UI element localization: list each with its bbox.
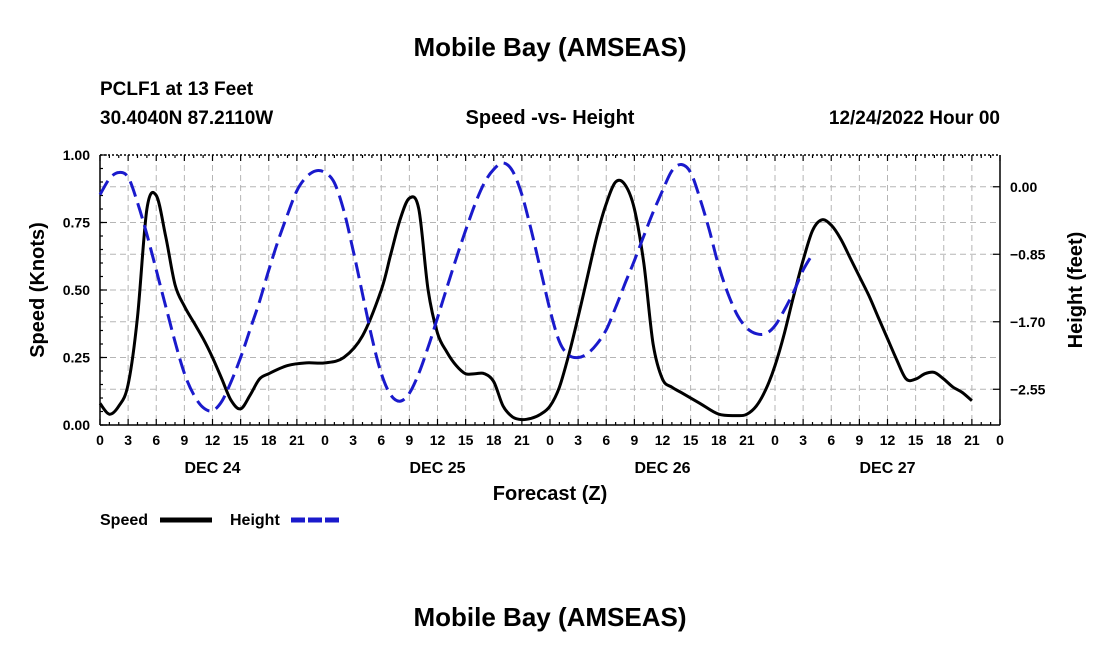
x-tick-label: 15	[908, 432, 924, 448]
x-axis-label: Forecast (Z)	[493, 483, 607, 505]
series	[98, 161, 973, 422]
y-tick-label: 1.00	[63, 147, 90, 163]
x-tick-label: 15	[458, 432, 474, 448]
y2-tick-label: 0.00	[1010, 179, 1037, 195]
x-tick-label: 21	[514, 432, 530, 448]
y-tick-label: 0.75	[63, 215, 90, 231]
station-coords: 30.4040N 87.2110W	[100, 108, 273, 129]
x-tick-label: 9	[180, 432, 188, 448]
date-label: DEC 26	[634, 460, 690, 477]
x-tick-label: 0	[96, 432, 104, 448]
date-label: DEC 27	[859, 460, 915, 477]
x-tick-label: 9	[630, 432, 638, 448]
x-tick-label: 6	[152, 432, 160, 448]
x-tick-label: 6	[377, 432, 385, 448]
x-tick-label: 6	[602, 432, 610, 448]
y2-tick-label: −1.70	[1010, 314, 1046, 330]
x-tick-label: 0	[321, 432, 329, 448]
legend-speed-label: Speed	[100, 512, 148, 529]
x-tick-label: 21	[964, 432, 980, 448]
x-tick-label: 21	[739, 432, 755, 448]
forecast-date: 12/24/2022 Hour 00	[829, 108, 1000, 129]
x-tick-label: 3	[574, 432, 582, 448]
chart-subtitle: Speed -vs- Height	[466, 107, 635, 129]
y-axis-label: Speed (Knots)	[27, 222, 49, 358]
x-tick-label: 15	[233, 432, 249, 448]
x-tick-label: 9	[405, 432, 413, 448]
y2-axis-label: Height (feet)	[1065, 232, 1087, 349]
legend: Speed Height	[100, 512, 342, 529]
page-title: Mobile Bay (AMSEAS)	[413, 32, 686, 62]
station-label: PCLF1 at 13 Feet	[100, 79, 254, 100]
footer-title: Mobile Bay (AMSEAS)	[413, 602, 686, 632]
x-tick-label: 18	[261, 432, 277, 448]
x-tick-label: 6	[827, 432, 835, 448]
x-tick-label: 18	[936, 432, 952, 448]
x-tick-label: 18	[711, 432, 727, 448]
x-tick-label: 0	[771, 432, 779, 448]
y2-tick-label: −2.55	[1010, 381, 1046, 397]
x-tick-label: 3	[124, 432, 132, 448]
x-tick-label: 15	[683, 432, 699, 448]
date-label: DEC 25	[409, 460, 465, 477]
legend-height-label: Height	[230, 512, 280, 529]
y-tick-label: 0.50	[63, 282, 90, 298]
x-tick-label: 21	[289, 432, 305, 448]
x-tick-label: 0	[546, 432, 554, 448]
x-tick-label: 9	[855, 432, 863, 448]
height-series-line	[98, 161, 814, 413]
x-tick-label: 3	[799, 432, 807, 448]
x-tick-label: 0	[996, 432, 1004, 448]
x-tick-label: 3	[349, 432, 357, 448]
x-tick-label: 12	[205, 432, 221, 448]
x-tick-label: 12	[430, 432, 446, 448]
speed-series-line	[98, 178, 973, 422]
axes	[99, 154, 1001, 426]
date-label: DEC 24	[184, 460, 240, 477]
y2-tick-label: −0.85	[1010, 246, 1046, 262]
x-tick-label: 12	[655, 432, 671, 448]
y-tick-label: 0.25	[63, 350, 90, 366]
tick-labels: 0 3 6 9 12 15 18 21 0 3 6 9 12 15 18 21 0 3 6 9 12 15 18 21 0 3 6 9…	[63, 147, 1046, 477]
x-tick-label: 18	[486, 432, 502, 448]
x-tick-label: 12	[880, 432, 896, 448]
y-tick-label: 0.00	[63, 417, 90, 433]
